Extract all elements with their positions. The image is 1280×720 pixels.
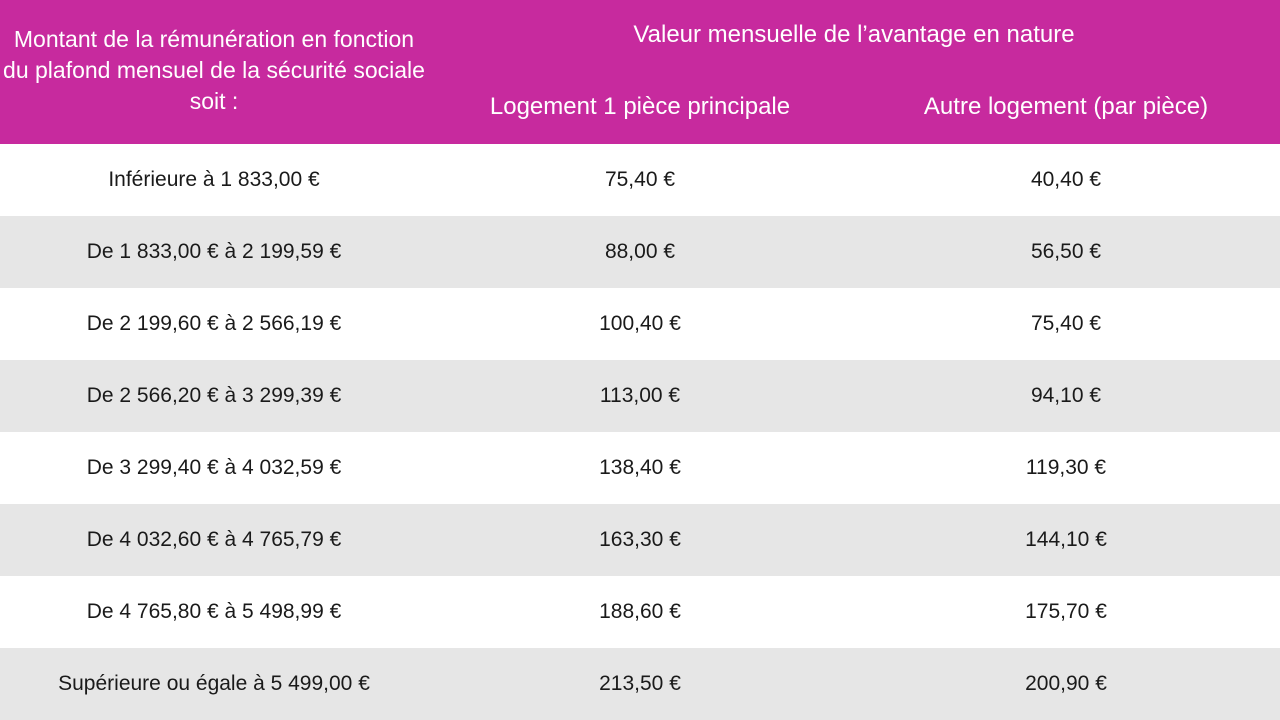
cell-other: 200,90 € <box>1025 672 1107 695</box>
cell-other: 40,40 € <box>1030 168 1102 191</box>
cell-one-room: 188,60 € <box>599 600 681 623</box>
table-row: De 1 833,00 € à 2 199,59 € 88,00 € 56,50… <box>0 216 1280 288</box>
cell-other: 175,70 € <box>1025 600 1107 623</box>
cell-range: Inférieure à 1 833,00 € <box>108 168 320 191</box>
cell-one-room: 88,00 € <box>604 240 676 263</box>
cell-other: 144,10 € <box>1025 528 1107 551</box>
cell-other: 56,50 € <box>1030 240 1102 263</box>
cell-other: 75,40 € <box>1030 312 1102 335</box>
cell-one-room: 213,50 € <box>599 672 681 695</box>
cell-range: De 4 765,80 € à 5 498,99 € <box>86 600 342 623</box>
cell-one-room: 100,40 € <box>599 312 681 335</box>
table-body: Inférieure à 1 833,00 € 75,40 € 40,40 € … <box>0 144 1280 720</box>
table-row: De 2 199,60 € à 2 566,19 € 100,40 € 75,4… <box>0 288 1280 360</box>
cell-other: 94,10 € <box>1030 384 1102 407</box>
cell-one-room: 75,40 € <box>604 168 676 191</box>
table-row: De 3 299,40 € à 4 032,59 € 138,40 € 119,… <box>0 432 1280 504</box>
cell-one-room: 138,40 € <box>599 456 681 479</box>
cell-one-room: 113,00 € <box>599 384 681 407</box>
table-row: Supérieure ou égale à 5 499,00 € 213,50 … <box>0 648 1280 720</box>
cell-range: De 4 032,60 € à 4 765,79 € <box>86 528 342 551</box>
table-row: De 2 566,20 € à 3 299,39 € 113,00 € 94,1… <box>0 360 1280 432</box>
header-group-title: Valeur mensuelle de l’avantage en nature <box>633 21 1075 48</box>
cell-range: Supérieure ou égale à 5 499,00 € <box>58 672 370 695</box>
table-row: De 4 032,60 € à 4 765,79 € 163,30 € 144,… <box>0 504 1280 576</box>
table-row: De 4 765,80 € à 5 498,99 € 188,60 € 175,… <box>0 576 1280 648</box>
cell-range: De 1 833,00 € à 2 199,59 € <box>86 240 342 263</box>
cell-range: De 2 566,20 € à 3 299,39 € <box>86 384 342 407</box>
header-remuneration: Montant de la rémunération en fonction d… <box>3 26 425 114</box>
cell-one-room: 163,30 € <box>599 528 681 551</box>
cell-range: De 3 299,40 € à 4 032,59 € <box>86 456 342 479</box>
table-header: Montant de la rémunération en fonction d… <box>0 0 1280 144</box>
header-one-room: Logement 1 pièce principale <box>489 93 791 120</box>
header-other-housing: Autre logement (par pièce) <box>923 93 1209 120</box>
table-row: Inférieure à 1 833,00 € 75,40 € 40,40 € <box>0 144 1280 216</box>
cell-other: 119,30 € <box>1025 456 1107 479</box>
cell-range: De 2 199,60 € à 2 566,19 € <box>86 312 342 335</box>
